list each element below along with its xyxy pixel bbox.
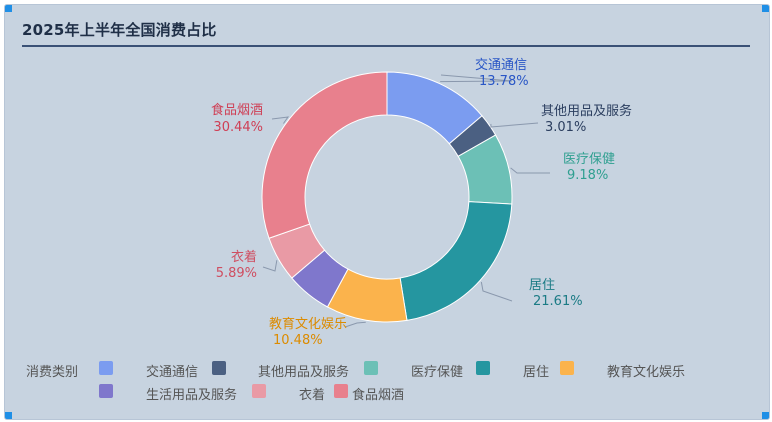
slice-name-label: 其他用品及服务 — [541, 103, 632, 119]
slice-name-label: 衣着 — [231, 249, 257, 265]
legend-label: 生活用品及服务 — [146, 388, 238, 403]
label-leader-line — [271, 116, 290, 124]
legend-item[interactable]: 食品烟酒 — [334, 382, 492, 403]
legend-swatch — [212, 361, 226, 375]
slice-name-label: 食品烟酒 — [211, 102, 263, 118]
chart-title: 2025年上半年全国消费占比 — [22, 21, 217, 39]
title-divider — [22, 45, 750, 47]
slice-name-label: 交通通信 — [475, 57, 527, 73]
slice-name-label: 教育文化娱乐 — [269, 316, 347, 332]
corner-marker — [762, 412, 769, 419]
legend-item[interactable]: 其他用品及服务 — [212, 359, 398, 380]
label-leader-line — [440, 74, 513, 83]
legend-swatch — [364, 361, 378, 375]
legend-label: 医疗保健 — [411, 365, 464, 380]
legend-swatch — [99, 361, 113, 375]
legend-item[interactable]: 教育文化娱乐 — [560, 359, 747, 380]
legend-item[interactable]: 医疗保健 — [364, 359, 551, 380]
slice-percent-label: 13.78% — [479, 74, 529, 89]
legend-item[interactable]: 生活用品及服务 — [99, 382, 286, 403]
legend-item[interactable]: 交通通信 — [99, 359, 286, 380]
slice-percent-label: 3.01% — [545, 120, 586, 135]
corner-marker — [5, 5, 12, 12]
legend-item[interactable]: 衣着 — [252, 382, 439, 403]
legend-swatch — [560, 361, 574, 375]
legend-title: 消费类别 — [26, 365, 79, 380]
legend-swatch — [334, 384, 348, 398]
label-leader-line — [344, 321, 366, 328]
legend-label: 食品烟酒 — [352, 388, 405, 403]
legend-swatch — [476, 361, 490, 375]
slice-居住[interactable] — [399, 201, 513, 321]
chart-panel: 2025年上半年全国消费占比 交通通信 13.78% 其他用品及服务 3.01% 医疗保… — [4, 4, 770, 420]
legend-label: 交通通信 — [146, 365, 199, 380]
slice-name-label: 居住 — [529, 278, 555, 293]
label-leader-line — [510, 167, 550, 174]
label-leader-line — [480, 281, 513, 302]
slice-食品烟酒[interactable] — [261, 71, 388, 239]
slice-name-label: 医疗保健 — [563, 152, 615, 167]
label-leader-line — [262, 260, 278, 272]
slice-percent-label: 9.18% — [567, 168, 608, 183]
slice-percent-label: 30.44% — [213, 120, 263, 135]
slice-percent-label: 10.48% — [273, 333, 323, 348]
label-leader-line — [490, 122, 539, 128]
legend-label: 居住 — [523, 365, 550, 380]
legend-label: 教育文化娱乐 — [607, 365, 686, 380]
corner-marker — [762, 5, 769, 12]
legend-label: 其他用品及服务 — [258, 365, 350, 380]
legend-swatch — [99, 384, 113, 398]
corner-marker — [5, 412, 12, 419]
legend-label: 衣着 — [299, 388, 326, 403]
legend-swatch — [252, 384, 266, 398]
slice-percent-label: 21.61% — [533, 294, 583, 309]
slice-percent-label: 5.89% — [216, 266, 257, 281]
legend-item[interactable]: 居住 — [476, 359, 663, 380]
